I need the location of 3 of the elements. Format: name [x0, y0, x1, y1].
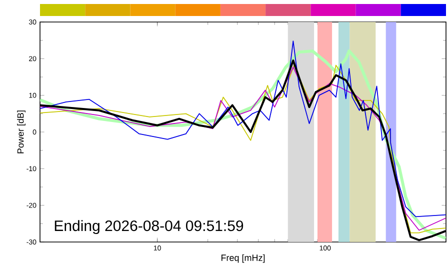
- x-axis-title: Freq [mHz]: [221, 254, 265, 263]
- y-axis-title: Power [dB]: [17, 110, 26, 154]
- annotation: Ending 2026-08-04 09:51:59: [54, 220, 244, 234]
